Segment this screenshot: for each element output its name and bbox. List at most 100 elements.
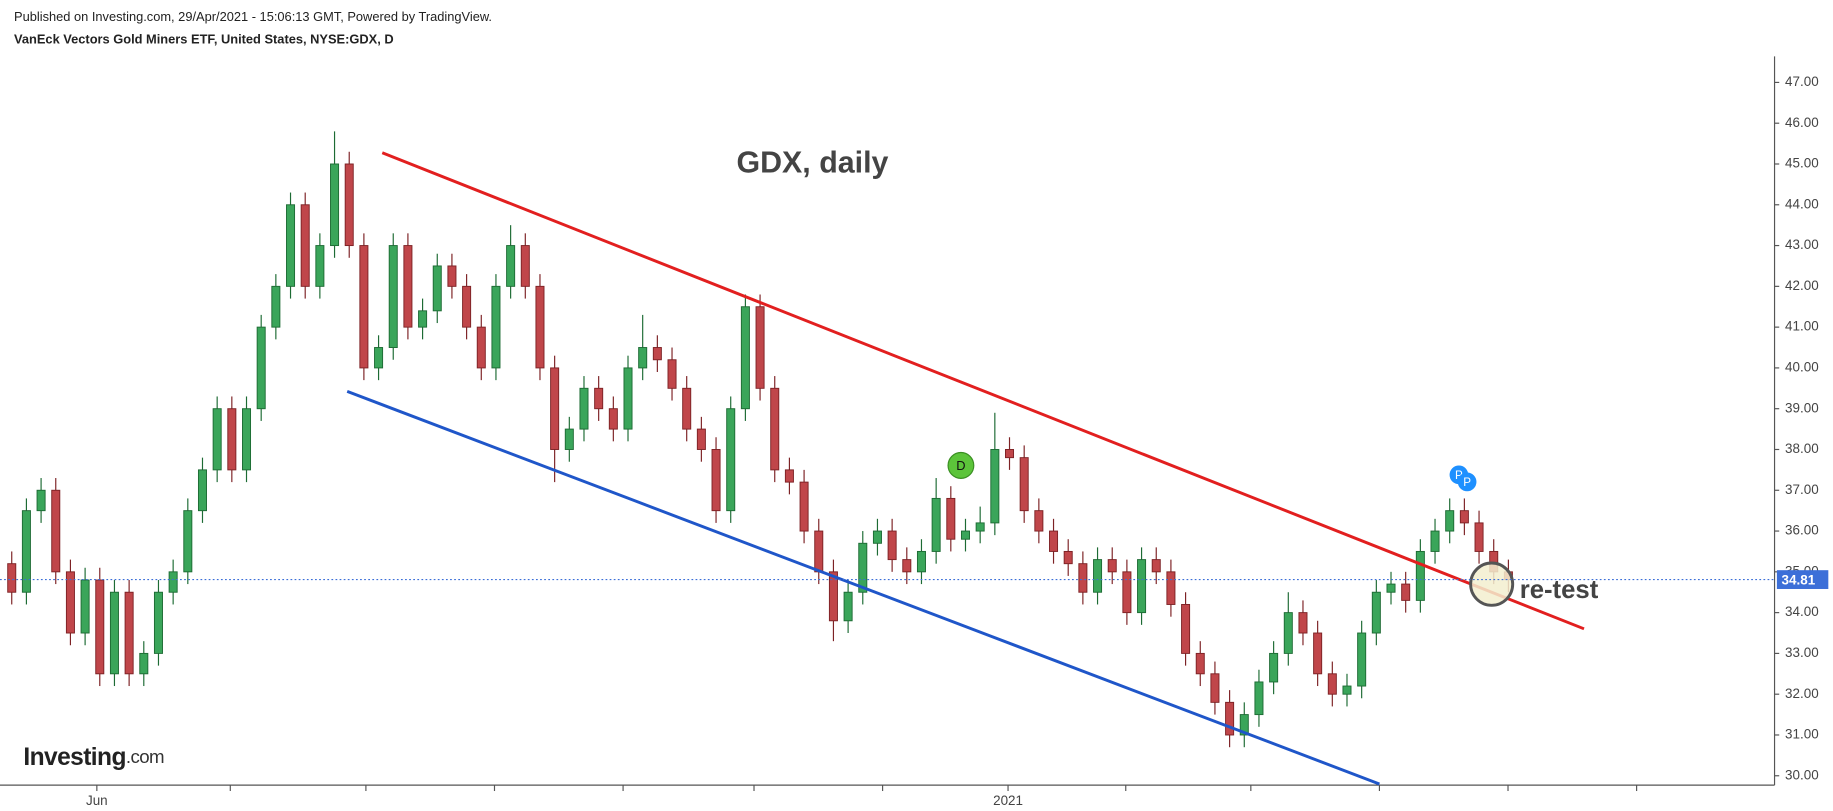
event-marker	[1457, 472, 1477, 492]
candle-body	[242, 408, 252, 471]
candle-body	[799, 481, 809, 532]
candle-body	[506, 245, 516, 287]
candle-body	[1078, 563, 1088, 593]
candle-body	[814, 530, 824, 573]
y-tick-label: 43.00	[1785, 237, 1819, 252]
y-tick-label: 46.00	[1785, 115, 1819, 130]
candle-body	[916, 550, 926, 573]
y-tick-label: 33.00	[1785, 645, 1819, 660]
candle-body	[550, 367, 560, 450]
candle-body	[124, 591, 134, 675]
candle-body	[1459, 510, 1469, 524]
candle-body	[36, 489, 46, 512]
candle-body	[197, 469, 207, 512]
candle-body	[300, 204, 310, 287]
y-tick-label: 30.00	[1785, 767, 1819, 782]
instrument-name: VanEck Vectors Gold Miners ETF, United S…	[14, 31, 394, 46]
candle-body	[960, 530, 970, 540]
last-price-label: 34.81	[1782, 572, 1816, 587]
candle-body	[1401, 583, 1411, 601]
candle-body	[462, 285, 472, 328]
candle-body	[1093, 559, 1103, 593]
candle-body	[579, 387, 589, 430]
candle-body	[1342, 685, 1352, 695]
candle-body	[109, 591, 119, 675]
candle-body	[740, 306, 750, 410]
candle-body	[858, 542, 868, 593]
y-tick-label: 38.00	[1785, 441, 1819, 456]
candle-body	[990, 449, 1000, 524]
candle-body	[946, 497, 956, 540]
candle-body	[432, 265, 442, 312]
candle-body	[872, 530, 882, 544]
candle-body	[256, 326, 266, 410]
candle-body	[286, 204, 296, 287]
candle-body	[403, 245, 413, 328]
retest-circle	[1469, 561, 1515, 607]
y-tick-label: 36.00	[1785, 523, 1819, 538]
candle-body	[1107, 559, 1117, 573]
x-tick-label: 2021	[993, 793, 1023, 808]
candle-body	[168, 571, 178, 593]
candle-body	[7, 563, 17, 593]
candle-body	[652, 347, 662, 361]
candle-body	[1283, 612, 1293, 654]
candle-body	[212, 408, 222, 471]
candle-body	[535, 285, 545, 369]
candle-body	[1063, 550, 1073, 565]
candle-body	[770, 387, 780, 471]
candle-body	[1034, 510, 1044, 532]
candle-body	[1298, 612, 1308, 634]
candle-body	[1137, 559, 1147, 614]
candle-body	[711, 449, 721, 512]
last-price-box	[1776, 570, 1829, 589]
candle-body	[1327, 673, 1337, 695]
candle-body	[153, 591, 163, 654]
y-tick-label: 32.00	[1785, 686, 1819, 701]
candle-body	[418, 310, 428, 328]
candle-body	[1122, 571, 1132, 614]
candle-body	[638, 347, 648, 369]
retest-label: re-test	[1520, 576, 1599, 604]
candle-body	[1019, 457, 1029, 512]
candle-body	[344, 163, 354, 247]
y-tick-label: 40.00	[1785, 359, 1819, 374]
candle-body	[696, 428, 706, 450]
x-tick-label: Jun	[86, 793, 108, 808]
candle-body	[1371, 591, 1381, 634]
candle-body	[330, 163, 340, 247]
candle-body	[755, 306, 765, 389]
support-line	[346, 390, 1380, 786]
dividend-letter: D	[956, 458, 965, 473]
event-letter: P	[1463, 476, 1471, 489]
candle-body	[1239, 714, 1249, 736]
logo: Investing.com	[23, 744, 164, 771]
candle-body	[139, 652, 149, 675]
candle-body	[1181, 603, 1191, 654]
candle-body	[1195, 652, 1205, 675]
candle-body	[374, 347, 384, 369]
candle-body	[80, 579, 90, 634]
candle-body	[828, 571, 838, 622]
candle-body	[359, 245, 369, 369]
candle-body	[183, 510, 193, 573]
candle-body	[51, 489, 61, 573]
y-tick-label: 37.00	[1785, 482, 1819, 497]
candle-body	[887, 530, 897, 561]
candle-body	[594, 387, 604, 410]
candle-body	[1386, 583, 1396, 593]
chart-title: GDX, daily	[736, 146, 888, 180]
y-tick-label: 34.00	[1785, 604, 1819, 619]
candles	[7, 131, 1513, 748]
candle-body	[1445, 510, 1455, 532]
candle-body	[1357, 632, 1367, 687]
y-tick-label: 42.00	[1785, 278, 1819, 293]
candle-body	[726, 408, 736, 512]
candle-body	[931, 497, 941, 552]
candle-body	[1210, 673, 1220, 703]
candle-body	[1269, 652, 1279, 683]
candle-body	[1430, 530, 1440, 552]
candle-body	[682, 387, 692, 430]
candle-body	[1225, 701, 1235, 736]
